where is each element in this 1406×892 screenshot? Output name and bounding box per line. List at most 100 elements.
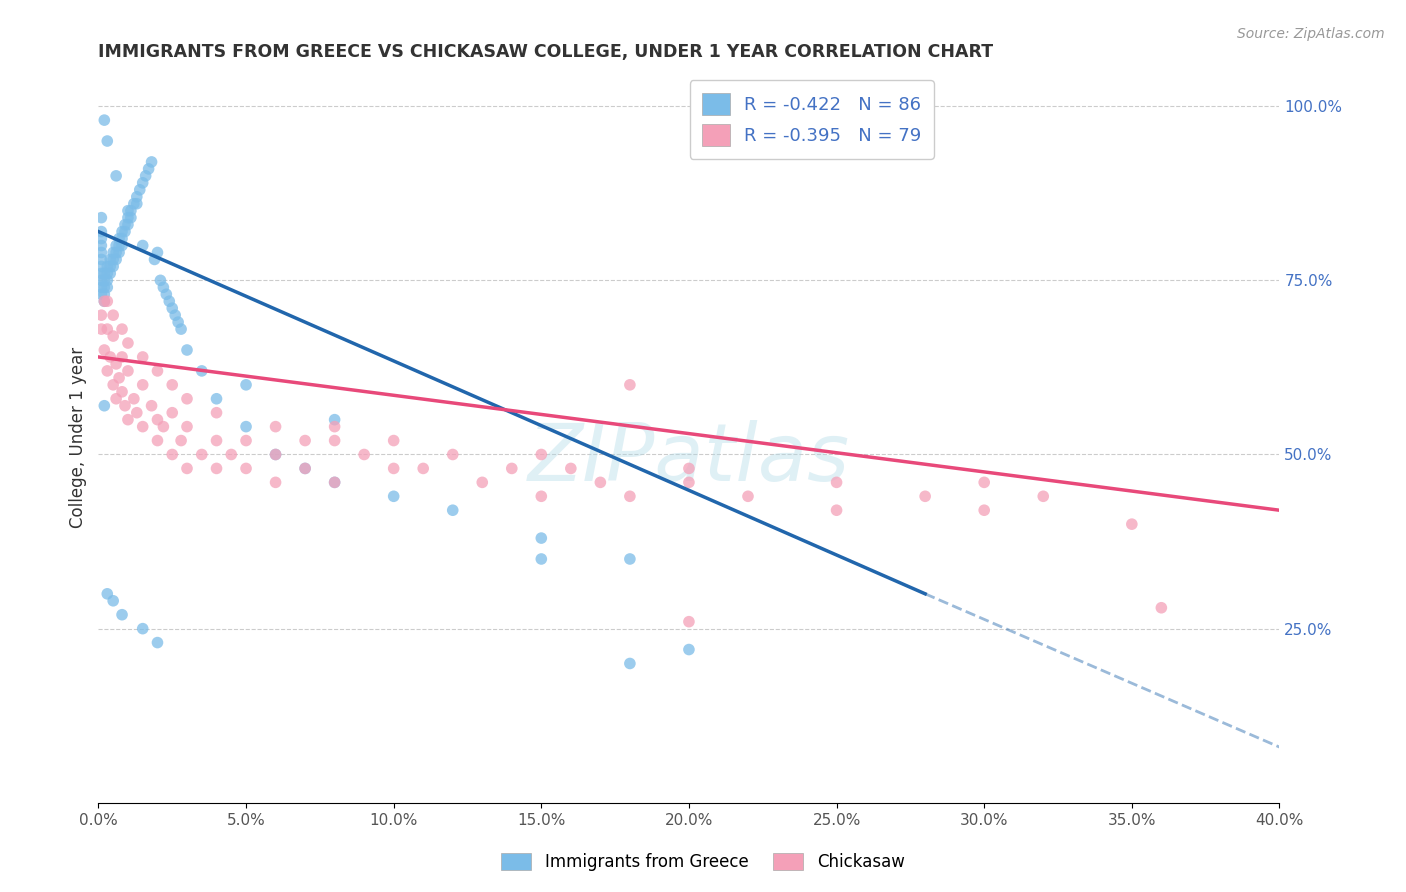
Point [589,475,612,490]
Point [205,461,228,475]
Point [103,260,125,274]
Point [235,461,257,475]
Point [155,287,177,301]
Point [93,287,115,301]
Point [205,392,228,406]
Point [93,280,115,294]
Point [146,364,169,378]
Point [93,266,115,280]
Point [323,475,346,490]
Point [162,448,183,462]
Point [122,392,145,406]
Text: Source: ZipAtlas.com: Source: ZipAtlas.com [1237,27,1385,41]
Point [176,461,198,475]
Point [96,260,118,274]
Point [108,371,131,385]
Point [90,322,112,336]
Point [132,622,155,636]
Point [353,448,375,462]
Point [152,280,174,294]
Point [235,419,257,434]
Point [973,503,995,517]
Point [125,406,148,420]
Point [93,113,115,128]
Point [619,552,641,566]
Point [90,225,112,239]
Point [90,238,112,252]
Point [96,134,118,148]
Point [96,587,118,601]
Point [111,231,134,245]
Point [501,461,523,475]
Point [170,434,193,448]
Point [619,657,641,671]
Point [117,412,139,426]
Point [120,203,142,218]
Point [105,245,128,260]
Point [914,489,936,503]
Point [619,377,641,392]
Point [530,552,553,566]
Point [412,461,434,475]
Legend: R = -0.422   N = 86, R = -0.395   N = 79: R = -0.422 N = 86, R = -0.395 N = 79 [690,80,934,159]
Point [105,169,128,183]
Point [165,308,187,322]
Point [205,434,228,448]
Point [111,350,134,364]
Point [191,364,214,378]
Point [90,245,112,260]
Point [471,475,494,490]
Point [138,161,160,176]
Point [111,322,134,336]
Point [90,252,112,267]
Point [294,461,316,475]
Point [96,280,118,294]
Point [122,196,145,211]
Point [146,434,169,448]
Point [96,273,118,287]
Legend: Immigrants from Greece, Chickasaw: Immigrants from Greece, Chickasaw [494,845,912,880]
Point [93,273,115,287]
Point [93,294,115,309]
Point [98,260,121,274]
Point [678,475,700,490]
Point [103,308,125,322]
Point [167,315,190,329]
Point [108,245,131,260]
Point [117,364,139,378]
Point [323,412,346,426]
Point [103,245,125,260]
Point [98,266,121,280]
Point [323,419,346,434]
Point [135,169,157,183]
Point [1150,600,1173,615]
Point [105,238,128,252]
Point [152,419,174,434]
Point [105,392,128,406]
Point [96,322,118,336]
Point [382,461,405,475]
Point [264,448,287,462]
Point [105,252,128,267]
Point [111,238,134,252]
Point [105,357,128,371]
Point [825,475,848,490]
Point [111,384,134,399]
Point [103,594,125,608]
Point [264,419,287,434]
Point [93,343,115,357]
Point [132,176,155,190]
Point [114,399,136,413]
Point [103,252,125,267]
Point [117,218,139,232]
Point [162,406,183,420]
Text: IMMIGRANTS FROM GREECE VS CHICKASAW COLLEGE, UNDER 1 YEAR CORRELATION CHART: IMMIGRANTS FROM GREECE VS CHICKASAW COLL… [98,44,994,62]
Point [90,308,112,322]
Point [170,322,193,336]
Point [114,225,136,239]
Point [143,252,166,267]
Point [530,531,553,545]
Point [90,280,112,294]
Point [678,642,700,657]
Point [93,294,115,309]
